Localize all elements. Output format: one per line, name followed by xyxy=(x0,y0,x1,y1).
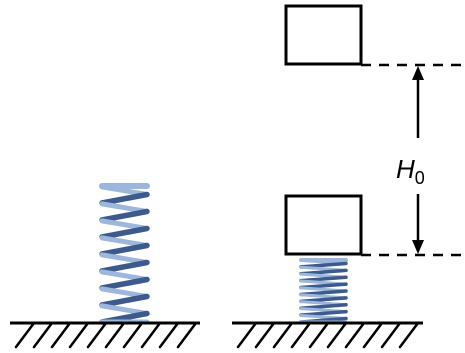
relaxed-spring-coil-front xyxy=(99,242,150,257)
height-arrow-down-head xyxy=(412,240,424,254)
relaxed-spring-coil-front xyxy=(99,225,150,240)
left-ground-hatch-mark xyxy=(32,321,54,349)
height-label-symbol: H xyxy=(396,154,415,184)
compressed-spring xyxy=(299,258,348,324)
right-ground-hatch-mark xyxy=(326,321,348,349)
height-arrow-up-head xyxy=(412,66,424,80)
relaxed-spring-coil-front xyxy=(99,259,150,274)
relaxed-spring-coil-front xyxy=(99,276,150,291)
raised-block xyxy=(284,4,363,66)
right-ground-hatch-mark xyxy=(344,321,366,349)
right-ground-hatch-mark xyxy=(380,321,402,349)
right-ground xyxy=(232,321,423,349)
left-ground xyxy=(10,321,200,349)
right-ground-hatching xyxy=(236,321,420,349)
relaxed-spring xyxy=(99,183,150,325)
height-label-subscript: 0 xyxy=(415,168,425,188)
relaxed-spring-assembly xyxy=(10,183,200,349)
left-ground-hatch-mark xyxy=(86,321,108,349)
height-label: H0 xyxy=(396,154,425,188)
right-ground-hatch-mark xyxy=(272,321,294,349)
right-ground-hatch-mark xyxy=(398,321,420,349)
left-ground-hatch-mark xyxy=(50,321,72,349)
left-ground-hatch-mark xyxy=(122,321,144,349)
left-ground-hatch-mark xyxy=(140,321,162,349)
relaxed-spring-coil-front xyxy=(99,293,150,308)
left-ground-hatch-mark xyxy=(176,321,198,349)
left-ground-hatching xyxy=(14,321,198,349)
left-ground-hatch-mark xyxy=(14,321,36,349)
right-ground-hatch-mark xyxy=(254,321,276,349)
resting-block xyxy=(284,194,363,256)
height-arrow xyxy=(412,66,424,254)
right-ground-hatch-mark xyxy=(362,321,384,349)
right-ground-hatch-mark xyxy=(236,321,258,349)
right-ground-hatch-mark xyxy=(308,321,330,349)
compressed-spring-assembly: H0 xyxy=(232,4,462,349)
left-ground-hatch-mark xyxy=(68,321,90,349)
left-ground-hatch-mark xyxy=(104,321,126,349)
left-ground-hatch-mark xyxy=(158,321,180,349)
relaxed-spring-coil-front xyxy=(99,208,150,223)
right-ground-hatch-mark xyxy=(290,321,312,349)
relaxed-spring-coil-front xyxy=(99,191,150,206)
